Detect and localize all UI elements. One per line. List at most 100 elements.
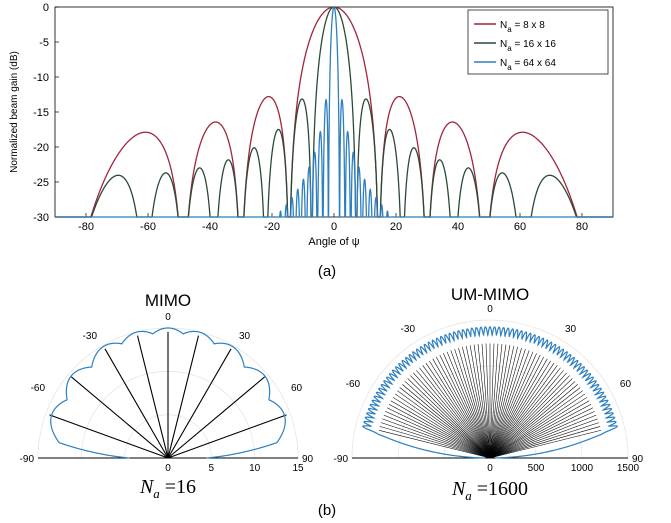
beam-ray	[489, 387, 581, 459]
series-line	[55, 6, 613, 218]
beam-ray	[489, 358, 548, 459]
beam-ray	[489, 378, 573, 459]
angle-label: 60	[620, 379, 632, 390]
legend-label: Na = 8 x 8	[500, 20, 545, 34]
x-tick-label: 20	[390, 221, 402, 233]
beam-ray	[390, 400, 491, 459]
beam-ray	[489, 347, 522, 459]
beam-ray	[450, 350, 491, 459]
beam-ray	[489, 345, 515, 459]
beam-ray	[477, 344, 491, 459]
beam-ray	[489, 365, 558, 459]
beam-ray	[458, 347, 491, 459]
legend-box	[467, 9, 609, 75]
mimo-polar-chart: -90 -60 -30 0 30 60 90 0 5 10 15 MIMO Na =16	[20, 291, 314, 501]
beam-ray	[489, 370, 564, 459]
beam-ray	[425, 362, 491, 459]
beam-ray	[489, 343, 495, 459]
beam-ray	[71, 376, 169, 459]
beam-ray	[104, 348, 169, 459]
beam-ray	[489, 407, 594, 459]
x-tick-label: -60	[140, 221, 156, 233]
beam-ray	[378, 430, 491, 459]
radial-tick-label: 15	[292, 463, 304, 474]
angle-label: 30	[565, 324, 577, 335]
beam-ray	[489, 397, 588, 459]
legend-label: Na = 64 x 64	[500, 58, 556, 72]
beam-ray	[489, 400, 590, 459]
panel-label-b: (b)	[318, 502, 336, 519]
beam-ray	[439, 354, 491, 459]
y-tick-label: 0	[43, 2, 49, 14]
legend: Na = 8 x 8 Na = 16 x 16 Na = 64 x 64	[467, 9, 609, 75]
angle-label: -30	[401, 324, 416, 335]
radial-tick-label: 500	[528, 463, 545, 474]
radial-tick-label: 1500	[617, 463, 640, 474]
angle-label: 0	[165, 312, 171, 323]
y-tick-label: -25	[33, 177, 49, 189]
beam-ray	[489, 345, 511, 459]
beam-ray	[485, 343, 491, 459]
angle-label: 0	[487, 304, 493, 315]
beam-ray	[489, 367, 561, 459]
y-tick-label: -15	[33, 107, 49, 119]
y-axis-label: Normalized beam gain (dB)	[9, 51, 20, 173]
radial-tick-label: 0	[487, 463, 493, 474]
angle-label: -90	[334, 454, 349, 465]
x-tick-label: -80	[78, 221, 94, 233]
beam-ray	[435, 356, 491, 459]
beam-ray	[489, 354, 541, 459]
beam-ray	[489, 360, 551, 459]
radial-tick-label: 0	[165, 463, 171, 474]
radial-tick-label: 5	[209, 463, 215, 474]
angle-label: 90	[632, 454, 644, 465]
beam-ray	[392, 397, 491, 459]
beam-ray	[489, 381, 576, 459]
beam-ray	[489, 375, 570, 459]
beam-ray	[383, 414, 491, 459]
beam-ray	[489, 344, 503, 459]
y-tick-labels: 0 -5 -10 -15 -20 -25 -30	[33, 2, 49, 224]
angle-label: -60	[31, 383, 46, 394]
beam-ray	[489, 390, 583, 459]
beam-ray	[167, 348, 232, 459]
beam-ray	[489, 384, 578, 459]
beam-ray	[413, 372, 491, 459]
beam-ray	[489, 362, 555, 459]
beam-ray	[402, 384, 491, 459]
beam-ray	[410, 375, 491, 459]
series-lines	[55, 6, 613, 218]
beam-ray	[446, 351, 491, 459]
grid-arc	[351, 319, 629, 459]
beam-ray	[473, 344, 491, 459]
x-tick-label: 0	[331, 221, 337, 233]
beam-ray	[469, 345, 491, 459]
beam-ray	[489, 356, 545, 459]
beam-ray	[416, 370, 491, 459]
beam-ray	[386, 407, 491, 459]
angle-label: -90	[20, 454, 35, 465]
beam-ray	[379, 426, 491, 459]
beam-ray	[489, 350, 530, 459]
angle-label: -30	[83, 331, 98, 342]
angle-label: -60	[346, 379, 361, 390]
beam-ray	[462, 346, 491, 459]
beam-ray	[489, 372, 567, 459]
beam-ray	[49, 414, 169, 459]
x-tick-label: -40	[202, 221, 218, 233]
beam-ray	[489, 418, 598, 459]
beam-ray	[443, 353, 491, 459]
beam-ray	[489, 344, 507, 459]
beam-ray	[167, 376, 265, 459]
legend-label: Na = 16 x 16	[500, 39, 556, 53]
x-tick-label: -20	[264, 221, 280, 233]
y-tick-label: -5	[39, 37, 49, 49]
beam-ray	[167, 335, 200, 459]
y-tick-label: -20	[33, 142, 49, 154]
beam-ray	[394, 393, 491, 459]
beam-ray	[489, 411, 595, 459]
um-mimo-polar-chart: -90 -60 -30 0 30 60 90 0 500 1000 1500 UM-MIMO Na =1…	[334, 285, 644, 503]
beam-pattern	[362, 326, 618, 459]
beam-ray	[397, 390, 491, 459]
polar-caption: Na =16	[139, 476, 196, 501]
